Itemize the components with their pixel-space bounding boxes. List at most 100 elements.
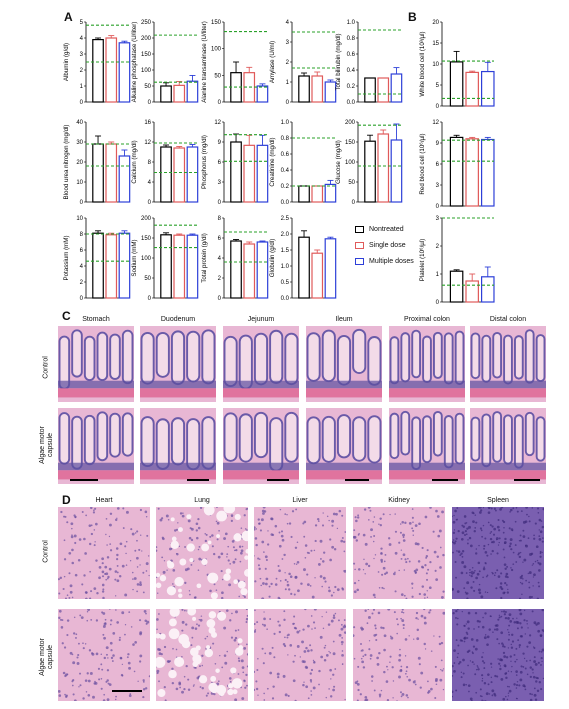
tissue-nucleus bbox=[145, 687, 148, 690]
tissue-nucleus bbox=[187, 519, 191, 523]
tissue-nucleus bbox=[380, 547, 383, 550]
tissue-nucleus bbox=[121, 611, 125, 615]
bar bbox=[243, 243, 256, 299]
tissue-alveolus bbox=[207, 540, 212, 545]
tissue-nucleus bbox=[329, 558, 332, 562]
tissue-nucleus bbox=[484, 551, 488, 554]
tissue-nucleus bbox=[494, 694, 497, 697]
tissue-nucleus bbox=[522, 535, 526, 539]
tissue-nucleus bbox=[535, 623, 538, 626]
tissue-nucleus bbox=[70, 535, 74, 539]
tissue-nucleus bbox=[66, 634, 69, 637]
tissue-nucleus bbox=[108, 535, 111, 538]
tissue-nucleus bbox=[427, 680, 429, 683]
tissue-nucleus bbox=[361, 649, 364, 652]
tissue-nucleus bbox=[82, 647, 85, 650]
tissue-nucleus bbox=[482, 506, 485, 509]
tissue-nucleus bbox=[537, 581, 540, 584]
y-tick-label: 150 bbox=[345, 140, 356, 146]
tissue-nucleus bbox=[93, 544, 96, 547]
tissue-nucleus bbox=[502, 531, 505, 534]
tissue-nucleus bbox=[313, 661, 316, 664]
scale-bar bbox=[432, 479, 458, 481]
tissue-nucleus bbox=[156, 628, 158, 631]
tissue-alveolus bbox=[230, 667, 237, 674]
bar bbox=[118, 155, 131, 203]
tissue-alveolus bbox=[192, 661, 199, 667]
tissue-nucleus bbox=[245, 643, 248, 646]
tissue-nucleus bbox=[344, 698, 346, 701]
tissue-background bbox=[156, 507, 248, 599]
tissue-nucleus bbox=[287, 694, 290, 697]
tissue-nucleus bbox=[253, 630, 257, 633]
tissue-nucleus bbox=[207, 692, 210, 695]
tissue-alveolus bbox=[211, 631, 218, 638]
tissue-nucleus bbox=[341, 637, 344, 639]
tissue-nucleus bbox=[137, 680, 139, 682]
tissue-nucleus bbox=[374, 624, 377, 627]
chart-creatinine: Creatinine (mg/dl)0.00.20.40.60.81.0 bbox=[269, 120, 337, 206]
tissue-nucleus bbox=[426, 590, 428, 592]
tissue-nucleus bbox=[139, 632, 142, 636]
tissue-nucleus bbox=[537, 511, 540, 514]
tissue-nucleus bbox=[332, 652, 336, 656]
tissue-villus bbox=[389, 412, 400, 460]
tissue-nucleus bbox=[297, 589, 300, 593]
tissue-nucleus bbox=[434, 569, 437, 572]
tissue-nucleus bbox=[388, 537, 391, 540]
tissue-nucleus bbox=[482, 567, 486, 571]
tissue-nucleus bbox=[283, 553, 286, 557]
tissue-nucleus bbox=[413, 638, 415, 640]
histology-tile bbox=[154, 606, 250, 702]
tissue-nucleus bbox=[370, 536, 372, 538]
tissue-nucleus bbox=[278, 544, 282, 548]
histology-tile bbox=[450, 505, 545, 601]
tissue-nucleus bbox=[442, 590, 445, 593]
tissue-nucleus bbox=[63, 575, 66, 578]
tissue-nucleus bbox=[515, 670, 518, 673]
tissue-nucleus bbox=[322, 512, 324, 514]
tissue-nucleus bbox=[491, 525, 494, 528]
tissue-villus bbox=[238, 334, 253, 390]
tissue-alveolus bbox=[159, 633, 166, 640]
tissue-nucleus bbox=[501, 610, 503, 613]
tissue-nucleus bbox=[141, 550, 143, 552]
tissue-nucleus bbox=[212, 642, 215, 645]
tissue-villus bbox=[321, 329, 336, 383]
tissue-nucleus bbox=[155, 546, 158, 549]
tissue-villus bbox=[400, 410, 411, 456]
tissue-alveolus bbox=[227, 688, 234, 696]
tissue-nucleus bbox=[284, 588, 287, 591]
tissue-nucleus bbox=[357, 688, 360, 692]
axis-label: White blood cell (10³/µl) bbox=[419, 31, 426, 96]
tissue-nucleus bbox=[118, 575, 122, 578]
tissue-villus bbox=[503, 414, 513, 465]
tissue-nucleus bbox=[373, 557, 375, 560]
tissue-nucleus bbox=[227, 545, 230, 548]
tissue-nucleus bbox=[536, 689, 540, 693]
tissue-nucleus bbox=[284, 636, 286, 639]
tissue-alveolus bbox=[171, 536, 177, 542]
tissue-nucleus bbox=[162, 537, 165, 541]
tissue-nucleus bbox=[234, 636, 238, 640]
tissue-nucleus bbox=[74, 541, 77, 545]
tissue-nucleus bbox=[424, 564, 427, 567]
tissue-nucleus bbox=[394, 590, 397, 593]
tissue-nucleus bbox=[116, 621, 119, 624]
tissue-muscle-layer bbox=[58, 470, 134, 480]
tissue-nucleus bbox=[105, 680, 108, 683]
tissue-nucleus bbox=[214, 662, 217, 665]
tissue-nucleus bbox=[470, 571, 472, 574]
tissue-nucleus bbox=[529, 692, 532, 695]
tissue-nucleus bbox=[372, 608, 376, 611]
y-tick-label: 0.2 bbox=[281, 184, 290, 190]
tissue-nucleus bbox=[289, 575, 293, 578]
tissue-nucleus bbox=[175, 687, 179, 691]
tissue-nucleus bbox=[126, 656, 129, 659]
tissue-nucleus bbox=[294, 546, 298, 550]
tissue-nucleus bbox=[433, 550, 437, 554]
tissue-nucleus bbox=[66, 619, 70, 622]
tissue-nucleus bbox=[411, 527, 414, 530]
tissue-nucleus bbox=[460, 552, 463, 555]
tissue-nucleus bbox=[115, 609, 117, 611]
